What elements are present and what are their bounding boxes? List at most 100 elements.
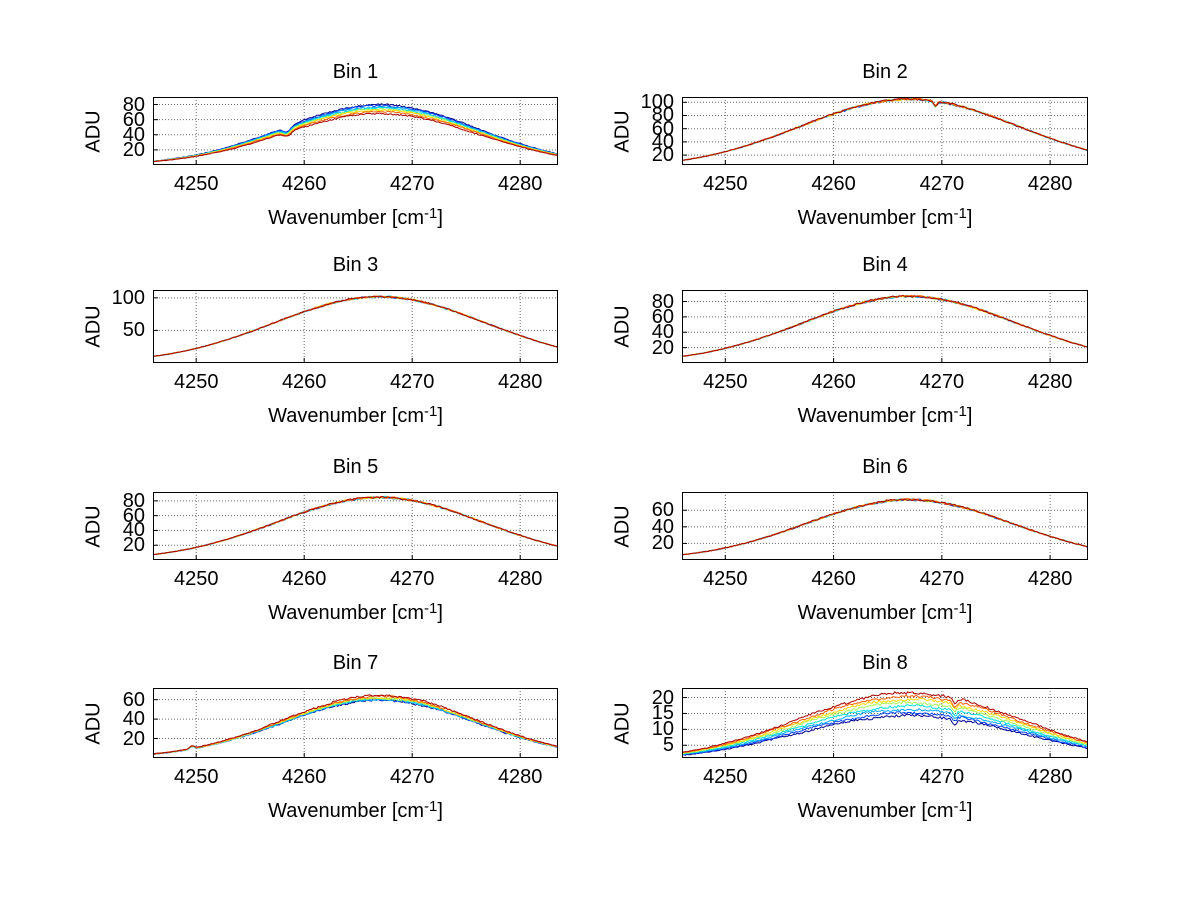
- y-tick-label: 80: [122, 93, 145, 116]
- y-tick-label: 20: [122, 727, 145, 750]
- x-axis-label: Wavenumber [cm-1]: [153, 403, 558, 428]
- x-axis-label-close: ]: [966, 800, 973, 822]
- grid-lines: [682, 290, 1088, 363]
- y-tick-label: 80: [651, 104, 674, 127]
- subplot-bin-2: Bin 2 ADU 20 40 60 80 100 4250 4260 4270 4280 Waven…: [612, 61, 1088, 229]
- x-axis-label-close: ]: [966, 602, 973, 624]
- y-tick-label: 5: [662, 734, 674, 757]
- grid-lines: [682, 492, 1088, 560]
- y-tick-label: 80: [651, 290, 674, 313]
- y-tick-label: 15: [651, 702, 674, 725]
- plot-area: [682, 492, 1088, 560]
- x-tick-label: 4250: [173, 568, 219, 590]
- plot-title: Bin 3: [332, 254, 379, 276]
- plot-title: Bin 8: [862, 652, 908, 674]
- axis-frame: [153, 492, 558, 560]
- x-tick-label: 4270: [919, 568, 965, 590]
- spectrum-curve: [153, 496, 558, 556]
- x-tick-label: 4250: [703, 568, 748, 590]
- axis-frame: [153, 97, 558, 165]
- x-tick-label: 4260: [281, 568, 327, 590]
- spectrum-curve: [682, 704, 1088, 755]
- x-axis-label-main: Wavenumber [cm: [268, 405, 425, 427]
- y-tick-label: 60: [122, 108, 145, 131]
- y-tick-label: 60: [122, 688, 145, 711]
- spectrum-curve: [153, 697, 558, 755]
- axis-frame: [153, 290, 558, 363]
- x-tick-label: 4250: [703, 371, 748, 393]
- plot-title: Bin 6: [862, 456, 908, 478]
- spectrum-curve: [682, 708, 1088, 756]
- x-axis-superscript: -1: [953, 600, 967, 617]
- plot-title: Bin 5: [332, 456, 379, 478]
- x-axis-superscript: -1: [424, 600, 438, 617]
- subplot-bin-8: Bin 8 ADU 5 10 15 20 4250 4260 4270 4280 Wavenumbe…: [612, 652, 1088, 822]
- spectrum-curve: [682, 691, 1088, 754]
- x-axis-label-close: ]: [437, 602, 443, 624]
- y-tick-label: 100: [111, 286, 145, 309]
- x-tick-label: 4250: [703, 766, 748, 788]
- spectrum-curve: [153, 496, 558, 555]
- y-tick-label: 20: [651, 686, 674, 709]
- y-tick-label: 40: [651, 130, 674, 153]
- y-tick-label: 60: [122, 504, 145, 527]
- spectrum-curve: [153, 698, 558, 755]
- x-axis-label-main: Wavenumber [cm: [797, 602, 954, 624]
- y-tick-label: 40: [651, 515, 674, 538]
- x-tick-label: 4250: [173, 173, 219, 195]
- y-tick-label: 20: [651, 532, 674, 555]
- spectrum-curve: [682, 711, 1088, 756]
- x-tick-label: 4250: [173, 371, 219, 393]
- y-tick-label: 20: [122, 138, 145, 161]
- x-tick-label: 4260: [281, 371, 327, 393]
- plot-title: Bin 7: [332, 652, 379, 674]
- x-tick-label: 4260: [811, 173, 856, 195]
- x-axis-label: Wavenumber [cm-1]: [153, 205, 558, 230]
- y-tick-label: 40: [122, 708, 145, 731]
- x-tick-label: 4270: [919, 173, 965, 195]
- spectrum-curve: [153, 109, 558, 162]
- plot-title: Bin 4: [862, 254, 908, 276]
- plot-area: [682, 688, 1088, 758]
- x-axis-superscript: -1: [953, 798, 967, 815]
- plot-area: [153, 688, 558, 758]
- x-tick-label: 4250: [173, 766, 219, 788]
- x-axis-label-main: Wavenumber [cm: [797, 405, 954, 427]
- y-tick-label: 80: [122, 489, 145, 512]
- x-tick-label: 4280: [1027, 766, 1073, 788]
- y-tick-label: 40: [122, 123, 145, 146]
- grid-lines: [682, 688, 1088, 758]
- x-tick-label: 4260: [281, 766, 327, 788]
- subplot-bin-6: Bin 6 ADU 20 40 60 4250 4260 4270 4280 Wavenumber…: [612, 456, 1088, 624]
- spectrum-curve: [153, 495, 558, 556]
- axis-frame: [682, 97, 1088, 165]
- y-tick-label: 50: [122, 319, 145, 342]
- subplot-bin-5: Bin 5 ADU 20 40 60 80 4250 4260 4270 4280 Wavenumb…: [83, 456, 558, 624]
- x-axis-label-main: Wavenumber [cm: [268, 800, 425, 822]
- grid-lines: [153, 492, 558, 560]
- y-tick-label: 60: [651, 499, 674, 522]
- x-tick-label: 4280: [1027, 568, 1073, 590]
- x-axis-label-close: ]: [966, 207, 973, 229]
- x-axis-label-main: Wavenumber [cm: [797, 207, 954, 229]
- spectrum-curve: [153, 295, 558, 357]
- spectrum-curve: [153, 496, 558, 556]
- x-tick-label: 4280: [1027, 173, 1073, 195]
- x-tick-label: 4270: [389, 766, 435, 788]
- y-tick-label: 20: [122, 534, 145, 557]
- y-tick-label: 60: [651, 117, 674, 140]
- x-axis-superscript: -1: [424, 205, 438, 222]
- x-axis-label-main: Wavenumber [cm: [268, 602, 425, 624]
- x-tick-label: 4280: [497, 173, 543, 195]
- spectrum-curve: [153, 112, 558, 163]
- grid-lines: [153, 688, 558, 758]
- spectrum-curve: [153, 496, 558, 556]
- y-tick-label: 20: [651, 144, 674, 167]
- subplot-bin-3: Bin 3 ADU 50 100 4250 4260 4270 4280 Wavenumber …: [83, 254, 558, 427]
- subplot-bin-7: Bin 7 ADU 20 40 60 4250 4260 4270 4280 Wavenumber…: [83, 652, 558, 822]
- x-tick-label: 4280: [497, 568, 543, 590]
- x-axis-label: Wavenumber [cm-1]: [682, 403, 1088, 428]
- plot-area: [153, 97, 558, 165]
- spectrum-curve: [153, 697, 558, 755]
- y-tick-label: 40: [651, 321, 674, 344]
